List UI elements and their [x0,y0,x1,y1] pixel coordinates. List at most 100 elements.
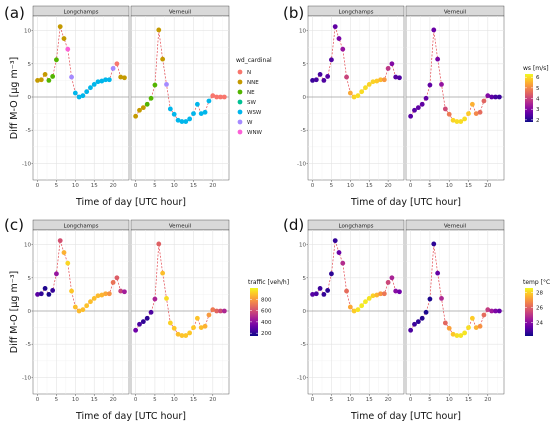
legend-title: wd_cardinal [236,57,272,64]
data-point [206,98,212,104]
data-point [477,109,483,115]
data-point [439,81,444,87]
legend-key [237,79,243,85]
data-point [469,101,475,107]
data-point [50,74,56,79]
data-point [473,325,479,331]
data-point [412,107,417,113]
data-point [175,331,181,337]
legend-label: WNW [247,130,263,136]
data-point [103,77,108,83]
data-point [99,78,105,84]
facet-strip-label: Longchamps [64,223,99,229]
x-axis-title: Time of day [UTC hour] [350,411,461,422]
data-point [35,78,40,83]
x-tick-label: 10 [72,397,79,403]
data-point [140,319,146,325]
data-point [183,119,189,124]
data-point [88,85,93,91]
x-tick-label: 15 [190,397,197,403]
facet-strip-label: Verneuil [169,9,192,15]
data-point [317,286,323,291]
data-point [351,94,357,100]
data-point [347,90,353,96]
data-point [194,315,200,321]
x-tick-label: 20 [385,397,392,403]
data-point [137,107,142,113]
x-tick-label: 0 [409,183,413,189]
x-tick-label: 20 [209,183,216,189]
data-point [103,291,108,297]
x-tick-label: 5 [428,183,432,189]
legend-key [237,89,243,95]
data-point [210,307,216,313]
data-point [76,308,82,314]
data-point [462,116,468,122]
data-point [50,288,56,293]
data-point [469,315,475,321]
legend-label: SW [247,100,256,106]
x-tick-label: 15 [190,183,197,189]
data-point [140,105,146,111]
x-tick-label: 10 [171,183,178,189]
data-point [202,109,208,115]
panel-label: (c) [4,216,24,234]
panel-label: (d) [283,216,304,234]
y-tick-label: 5 [303,62,307,68]
x-tick-label: 0 [311,183,315,189]
x-tick-label: 20 [209,397,216,403]
data-point [359,89,365,95]
data-point [179,119,185,124]
x-tick-label: 0 [409,397,413,403]
colorbar-label: 6 [536,75,540,81]
data-point [370,293,376,299]
data-point [389,275,395,281]
data-point [72,304,78,310]
data-point [366,81,372,87]
colorbar-label: 5 [536,86,540,92]
x-tick-label: 0 [36,397,40,403]
plot-area [405,229,505,395]
y-tick-label: 5 [303,276,307,282]
x-tick-label: 10 [347,397,354,403]
data-point [321,292,327,297]
data-point [393,288,399,294]
y-tick-label: -10 [22,375,31,381]
facet-strip-label: Verneuil [444,223,467,229]
data-point [84,303,90,309]
data-point [61,36,67,41]
x-tick-label: 15 [465,397,472,403]
data-point [446,111,452,117]
data-point [493,94,498,100]
data-point [431,241,437,247]
data-point [344,74,349,80]
data-point [122,75,127,81]
data-point [450,331,456,337]
data-point [91,81,97,87]
colorbar-label: 600 [261,309,272,315]
data-point [363,299,368,305]
data-point [381,77,387,83]
colorbar-label: 28 [536,291,543,297]
data-point [454,333,460,338]
y-axis-title: Diff M-O [µg m⁻³] [9,57,20,140]
data-point [374,78,380,84]
data-point [38,291,44,297]
data-point [106,77,112,83]
data-point [496,308,502,314]
data-point [389,61,395,67]
x-tick-label: 5 [55,183,59,189]
data-point [206,312,212,318]
data-point [462,330,468,336]
data-point [321,78,327,83]
data-point [332,238,338,244]
data-point [458,119,464,124]
facet-strip-label: Longchamps [339,223,374,229]
data-point [435,270,441,276]
data-point [439,295,444,301]
data-point [363,85,368,91]
data-point [194,101,200,107]
legend-key [237,119,243,125]
data-point [431,27,437,33]
data-point [118,288,124,294]
